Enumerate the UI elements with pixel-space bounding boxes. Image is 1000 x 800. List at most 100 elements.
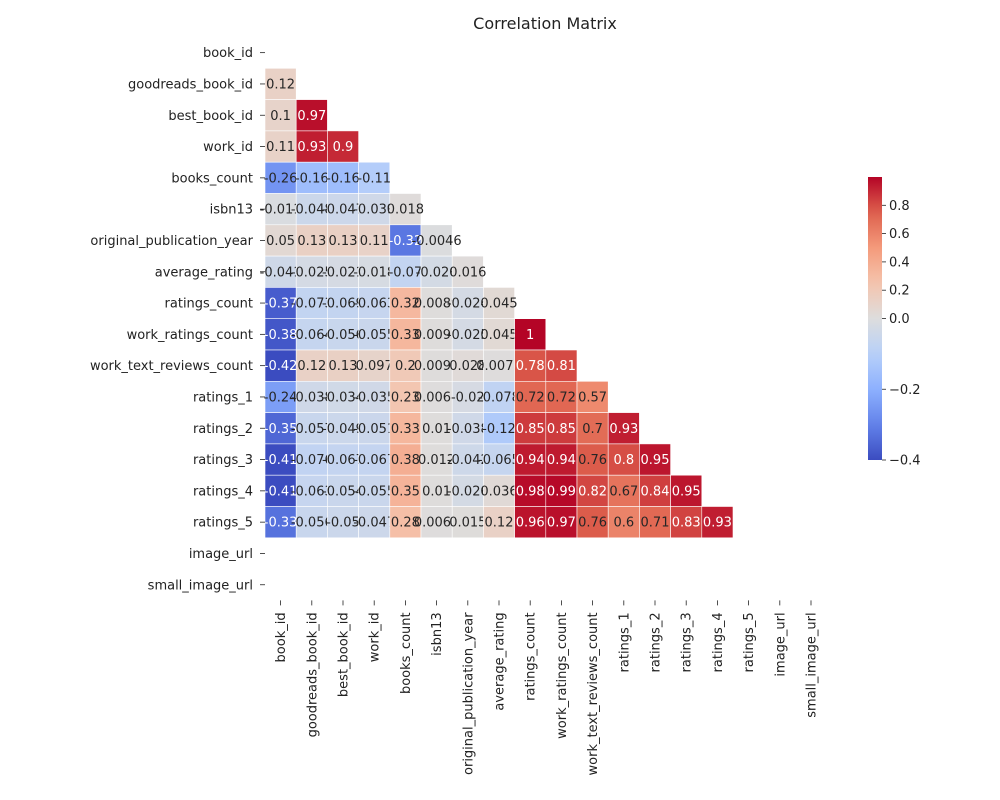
heatmap-cell xyxy=(545,349,578,382)
cell-value-label: -0.26 xyxy=(264,171,298,186)
heatmap-cell xyxy=(295,99,328,132)
cell-value-label: 0.0061 xyxy=(414,390,460,405)
cell-value-label: -0.063 xyxy=(291,484,333,499)
y-tick-label: average_rating xyxy=(155,265,253,280)
cell-value-label: -0.018 xyxy=(353,265,395,280)
y-tick-label: books_count xyxy=(171,171,253,186)
heatmap-cell xyxy=(389,443,422,476)
x-tick-label: ratings_3 xyxy=(680,612,695,672)
colorbar-tick-label: −0.2 xyxy=(889,383,921,398)
cell-value-label: -0.055 xyxy=(353,328,395,343)
cell-value-label: 0.23 xyxy=(391,390,420,405)
cell-value-label: -0.067 xyxy=(322,453,364,468)
cell-value-label: -0.054 xyxy=(322,484,364,499)
cell-value-label: 0.01 xyxy=(422,422,451,437)
heatmap-cell xyxy=(358,287,391,319)
heatmap-cell xyxy=(264,68,297,100)
heatmap-cell xyxy=(639,506,671,539)
cell-value-label: 0.8 xyxy=(613,453,634,468)
heatmap-cell xyxy=(264,380,297,413)
cell-value-label: -0.025 xyxy=(291,265,333,280)
colorbar-tick-label: 0.4 xyxy=(889,255,910,270)
colorbar-tick-label: 0.8 xyxy=(889,199,910,214)
y-tick-label: work_id xyxy=(203,140,253,155)
cell-value-label: -0.38 xyxy=(264,328,298,343)
cell-value-label: 0.12 xyxy=(297,359,326,374)
heatmap-cell xyxy=(327,318,359,351)
cell-value-label: 0.7 xyxy=(582,422,603,437)
heatmap-cell xyxy=(295,443,328,476)
cell-value-label: -0.048 xyxy=(291,203,333,218)
x-tick-label: books_count xyxy=(399,612,414,694)
x-tick-label: book_id xyxy=(274,612,289,662)
heatmap-cell xyxy=(451,318,484,351)
cell-value-label: -0.02 xyxy=(451,390,485,405)
heatmap-cell xyxy=(358,474,391,507)
heatmap-cell xyxy=(545,380,578,413)
heatmap-cell xyxy=(327,130,359,163)
cell-value-label: -0.063 xyxy=(353,297,395,312)
y-tick-label: work_ratings_count xyxy=(127,328,253,343)
cell-value-label: -0.021 xyxy=(322,265,364,280)
cell-value-label: 0.045 xyxy=(480,328,517,343)
cell-value-label: 0.83 xyxy=(672,516,701,531)
heatmap-cell xyxy=(451,474,484,507)
cell-value-label: 0.33 xyxy=(391,328,420,343)
heatmap-cell xyxy=(264,99,297,132)
heatmap-cell xyxy=(420,380,453,413)
cell-value-label: -0.065 xyxy=(478,453,520,468)
x-tick-label: best_book_id xyxy=(337,612,352,697)
cell-value-label: 0.95 xyxy=(672,484,701,499)
heatmap-cell xyxy=(264,506,297,539)
heatmap-cell xyxy=(295,193,328,226)
cell-value-label: 0.2 xyxy=(395,359,416,374)
cell-value-label: 0.0096 xyxy=(414,359,460,374)
cell-value-label: 0.01 xyxy=(422,484,451,499)
cell-value-label: 0.016 xyxy=(449,265,486,280)
cell-value-label: -0.025 xyxy=(447,328,489,343)
cell-value-label: -0.039 xyxy=(353,203,395,218)
cell-value-label: 0.05 xyxy=(266,234,295,249)
cell-value-label: 0.015 xyxy=(449,516,486,531)
cell-value-label: 0.0075 xyxy=(476,359,522,374)
heatmap-cell xyxy=(607,506,640,539)
x-tick-label: ratings_1 xyxy=(617,612,632,672)
cell-value-label: -0.042 xyxy=(447,453,489,468)
cell-value-label: 0.93 xyxy=(703,516,732,531)
cell-value-label: 0.0092 xyxy=(414,328,460,343)
y-tick-label: isbn13 xyxy=(210,203,253,218)
cell-value-label: -0.12 xyxy=(482,422,516,437)
x-tick-label: small_image_url xyxy=(805,612,820,717)
cell-value-label: 0.13 xyxy=(297,234,326,249)
heatmap-cell xyxy=(327,474,359,507)
cell-value-label: -0.038 xyxy=(447,422,489,437)
heatmap-cell xyxy=(358,318,391,351)
cell-value-label: -0.16 xyxy=(326,171,360,186)
heatmap-cell xyxy=(420,506,453,539)
heatmap-cell xyxy=(327,255,359,288)
heatmap-cell xyxy=(545,506,578,539)
cell-value-label: 0.045 xyxy=(480,297,517,312)
heatmap-cell xyxy=(420,287,453,319)
cell-value-label: -0.024 xyxy=(447,297,489,312)
cell-value-label: 0.0066 xyxy=(414,516,460,531)
cell-value-label: 0.097 xyxy=(356,359,393,374)
y-tick-label: ratings_4 xyxy=(193,484,253,499)
heatmap-cell xyxy=(264,474,297,507)
cell-value-label: -0.35 xyxy=(264,422,298,437)
y-tick-label: book_id xyxy=(203,46,253,61)
cell-value-label: 0.13 xyxy=(329,359,358,374)
heatmap-cell xyxy=(607,412,640,445)
cell-value-label: 0.82 xyxy=(578,484,607,499)
x-tick-label: ratings_5 xyxy=(742,612,757,672)
y-tick-label: ratings_5 xyxy=(193,516,253,531)
heatmap-cell xyxy=(514,474,547,507)
heatmap-cell xyxy=(389,318,422,351)
heatmap-cell xyxy=(514,443,547,476)
chart-title: Correlation Matrix xyxy=(473,14,617,33)
cell-value-label: -0.041 xyxy=(260,265,302,280)
heatmap-cell xyxy=(576,380,609,413)
y-tick-label: ratings_2 xyxy=(193,422,253,437)
cell-value-label: -0.038 xyxy=(291,390,333,405)
